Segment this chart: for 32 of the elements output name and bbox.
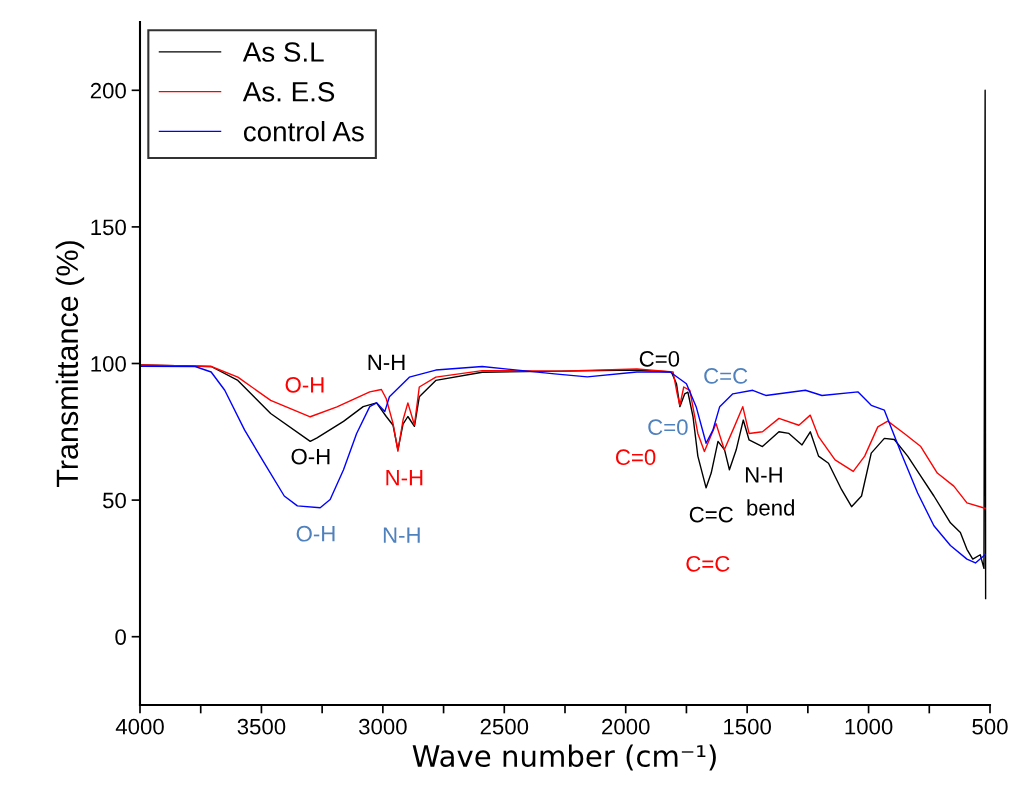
x-axis-title: Wave number (cm⁻¹) <box>412 744 716 771</box>
y-axis-title: Transmittance (%) <box>55 241 85 488</box>
annotation: N-H <box>745 467 782 483</box>
y-tick-label: 0 <box>115 629 126 645</box>
annotation: C=C <box>704 368 748 384</box>
x-tick-label: 2000 <box>602 718 650 735</box>
annotation: C=0 <box>648 419 688 436</box>
x-tick-label: 3000 <box>358 718 407 735</box>
legend-label: control As <box>243 121 364 142</box>
annotation: N-H <box>368 354 405 370</box>
x-tick-label: 3500 <box>237 718 286 735</box>
annotation: C=C <box>689 506 733 523</box>
legend-label: As S.L <box>242 42 324 62</box>
y-tick-label: 200 <box>90 82 126 99</box>
x-tick-label: 4000 <box>115 718 164 735</box>
x-tick-label: 1500 <box>724 718 771 735</box>
annotation: N-H <box>383 527 420 543</box>
annotation: bend <box>747 499 794 516</box>
annotation: N-H <box>386 470 423 486</box>
x-tick-label: 500 <box>972 718 1008 735</box>
annotation: C=0 <box>639 351 680 367</box>
annotation: O-H <box>296 525 335 542</box>
x-tick-label: 1000 <box>845 718 893 735</box>
annotation: O-H <box>285 376 324 393</box>
legend-label: As. E.S <box>242 81 335 102</box>
y-tick-label: 100 <box>91 356 126 372</box>
annotation: C=0 <box>615 449 656 466</box>
y-tick-label: 50 <box>102 492 126 509</box>
annotation: O-H <box>291 448 330 465</box>
x-tick-label: 2500 <box>480 718 529 735</box>
y-tick-label: 150 <box>91 219 126 236</box>
annotation: C=C <box>686 555 730 572</box>
